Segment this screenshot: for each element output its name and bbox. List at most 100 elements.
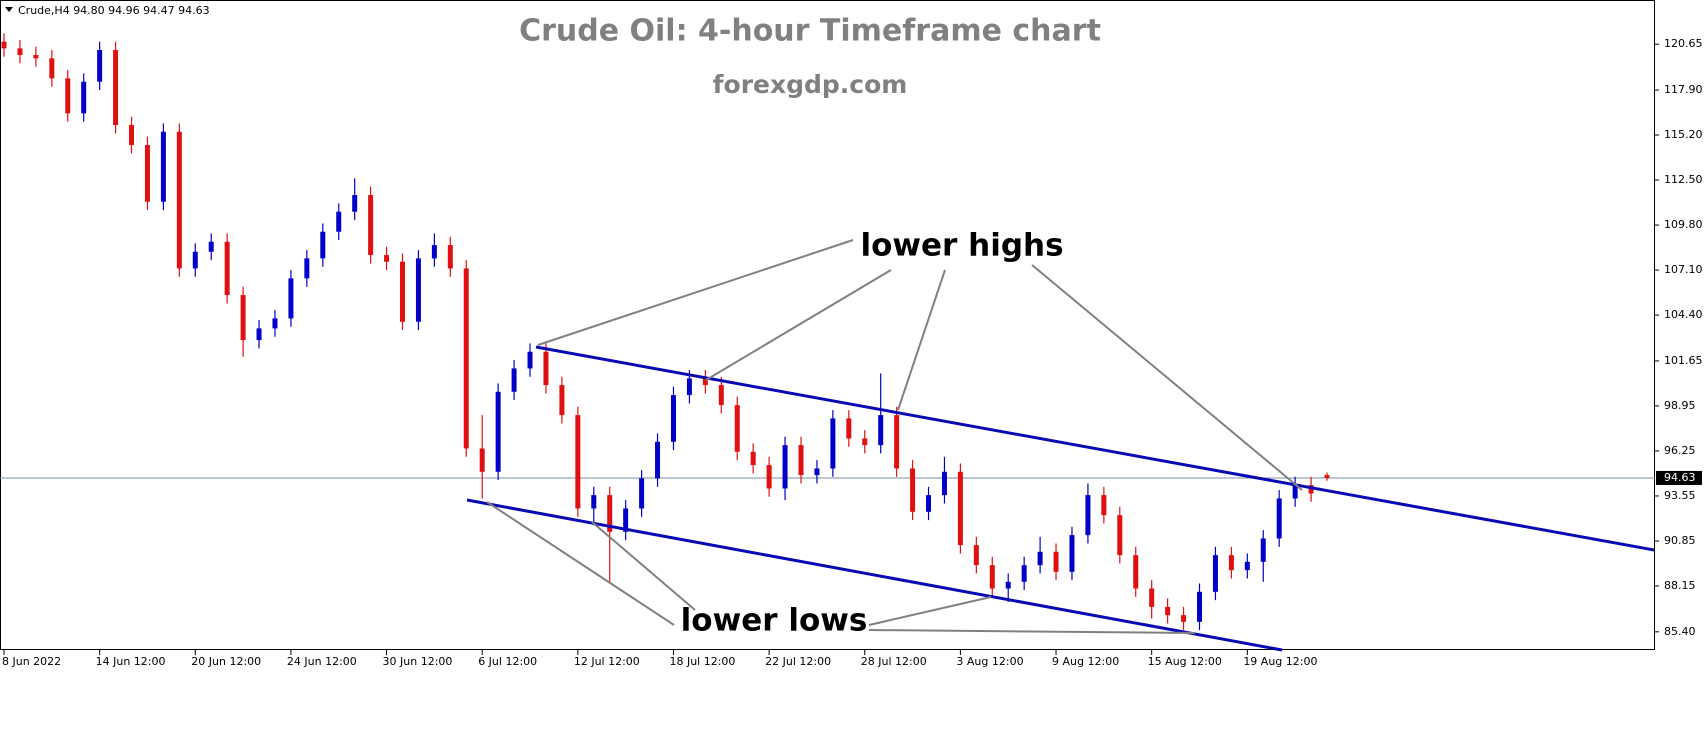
candle-body [830, 418, 836, 469]
price-label: 94.63 [1664, 471, 1696, 484]
candle-body [957, 471, 963, 546]
x-tick-label: 8 Jun 2022 [2, 655, 61, 668]
candle-body [49, 58, 55, 79]
candle-body [670, 395, 676, 442]
candle-body [17, 48, 23, 56]
candle-body [33, 55, 39, 59]
y-tick-label: 109.80 [1664, 218, 1703, 231]
candle-body [926, 495, 932, 512]
candle-body [463, 268, 469, 449]
candle-body [639, 478, 645, 509]
candle-body [559, 385, 565, 416]
chart-title: Crude Oil: 4-hour Timeframe chart [519, 14, 1101, 49]
candle-body [973, 545, 979, 566]
candle-body [176, 131, 182, 269]
pointers [486, 239, 1303, 634]
x-tick-label: 14 Jun 12:00 [96, 655, 166, 668]
x-tick-label: 22 Jul 12:00 [765, 655, 831, 668]
candle-body [495, 391, 501, 472]
candle-body [288, 278, 294, 319]
candle-body [304, 258, 310, 279]
candle-body [97, 50, 103, 82]
candle-body [814, 468, 820, 476]
pointer-line [486, 501, 675, 626]
candle-body [718, 385, 724, 406]
candle-body [1085, 495, 1091, 536]
candle-body [1101, 495, 1107, 516]
candle-body [782, 445, 788, 489]
candle-body [989, 565, 995, 589]
y-tick-label: 120.65 [1664, 37, 1703, 50]
menu-icon [5, 7, 13, 12]
pointer-line [591, 521, 696, 611]
x-tick-label: 24 Jun 12:00 [287, 655, 357, 668]
y-tick-label: 96.25 [1664, 444, 1696, 457]
candle-body [1053, 551, 1059, 572]
candle-body [1181, 615, 1187, 622]
candle-body [1149, 588, 1155, 607]
pointer-line [897, 269, 946, 411]
x-tick-label: 19 Aug 12:00 [1243, 655, 1317, 668]
candle-body [1244, 561, 1250, 571]
x-tick-label: 9 Aug 12:00 [1052, 655, 1119, 668]
candle-body [862, 438, 868, 446]
candle-body [910, 468, 916, 512]
candle-body [1292, 485, 1298, 499]
y-tick-label: 85.40 [1664, 625, 1696, 638]
y-tick-label: 115.20 [1664, 128, 1703, 141]
upper-trendline [535, 345, 1655, 552]
price-label-box [1656, 470, 1702, 485]
channel [466, 345, 1655, 652]
y-tick-label: 88.15 [1664, 579, 1696, 592]
candle-body [686, 378, 692, 396]
candle-body [224, 241, 230, 296]
y-tick-label: 104.40 [1664, 308, 1703, 321]
candle-body [1, 41, 7, 49]
candle-body [1276, 498, 1282, 539]
candle-body [1308, 485, 1314, 494]
candle-body [368, 195, 374, 256]
candle-body [511, 368, 517, 392]
marks [0, 33, 1655, 631]
pointer-line [868, 596, 992, 626]
candle-body [320, 231, 326, 259]
candle-body [1228, 555, 1234, 571]
candle-body [941, 471, 947, 496]
candle-body [607, 495, 613, 532]
candle-body [400, 261, 405, 322]
x-tick-label: 6 Jul 12:00 [478, 655, 537, 668]
x-tick-label: 3 Aug 12:00 [956, 655, 1023, 668]
candle-body [766, 465, 772, 489]
candle-body [240, 295, 246, 341]
candle-body [894, 415, 900, 469]
candle-body [1260, 538, 1266, 562]
candle-body [655, 441, 661, 479]
candle-body [384, 255, 390, 262]
candle-body [144, 145, 150, 202]
x-tick-label: 28 Jul 12:00 [861, 655, 927, 668]
candle-body [1037, 551, 1043, 566]
candle-body [1212, 555, 1218, 592]
y-tick-label: 107.10 [1664, 263, 1703, 276]
candle-body [447, 245, 453, 269]
candle-body [878, 415, 884, 446]
pointer-line [537, 239, 854, 346]
candle-body [591, 495, 597, 509]
pointer-line [1031, 264, 1303, 491]
candle-body [1197, 591, 1202, 622]
candle-body [1165, 606, 1171, 616]
candle-body [1005, 581, 1011, 589]
candle-body [129, 125, 135, 146]
candle-body [734, 405, 740, 452]
candle-body [702, 378, 708, 386]
candle-body [415, 258, 421, 322]
y-tick-label: 101.65 [1664, 354, 1703, 367]
candle-body [256, 328, 262, 341]
candle-body [798, 445, 804, 476]
x-tick-label: 30 Jun 12:00 [383, 655, 453, 668]
candle-body [65, 78, 71, 114]
x-tick-label: 15 Aug 12:00 [1148, 655, 1222, 668]
y-tick-label: 112.50 [1664, 173, 1703, 186]
candle-body [750, 451, 756, 466]
